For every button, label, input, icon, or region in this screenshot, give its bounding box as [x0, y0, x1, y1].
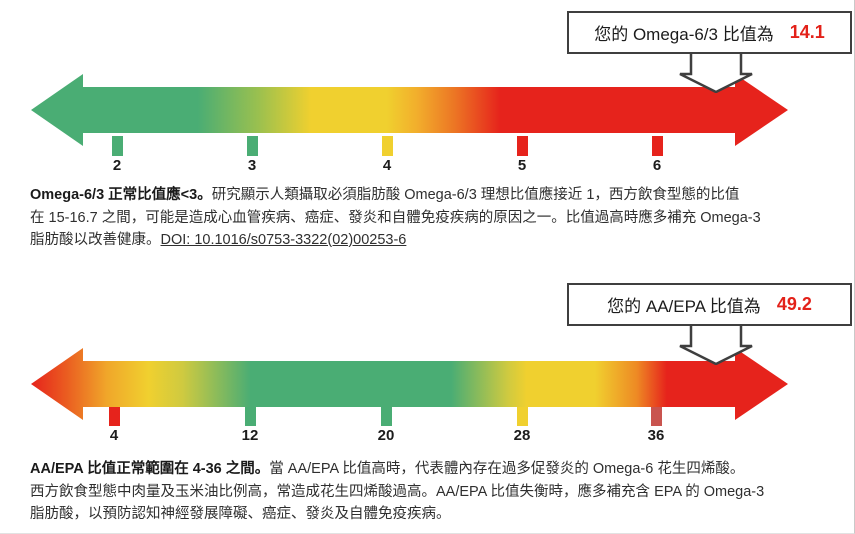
- omega63-tick-label-2: 2: [112, 157, 122, 174]
- aaepa-tick-label-28: 28: [513, 427, 531, 444]
- aaepa-tick-4: [109, 407, 120, 426]
- aaepa-tick-12: [245, 407, 256, 426]
- aaepa-down-pointer-icon: [679, 324, 753, 365]
- aaepa-tick-label-20: 20: [377, 427, 395, 444]
- description-line: 脂肪酸以改善健康。DOI: 10.1016/s0753-3322(02)0025…: [30, 232, 407, 248]
- aaepa-callout-label: 您的 AA/EPA 比值為: [607, 297, 761, 316]
- omega63-tick-label-4: 4: [382, 157, 392, 174]
- omega63-description: Omega-6/3 正常比值應<3。研究顯示人類攝取必須脂肪酸 Omega-6/…: [30, 184, 761, 252]
- omega63-tick-5: [517, 136, 528, 156]
- omega63-tick-label-6: 6: [652, 157, 662, 174]
- aaepa-tick-label-36: 36: [647, 427, 665, 444]
- omega63-tick-2: [112, 136, 123, 156]
- omega63-tick-label-5: 5: [517, 157, 527, 174]
- omega63-tick-3: [247, 136, 258, 156]
- omega63-tick-label-3: 3: [247, 157, 257, 174]
- aaepa-tick-label-4: 4: [109, 427, 119, 444]
- omega63-tick-4: [382, 136, 393, 156]
- aaepa-ratio-value: 49.2: [776, 294, 812, 314]
- aaepa-tick-28: [517, 407, 528, 426]
- description-line: Omega-6/3 正常比值應<3。研究顯示人類攝取必須脂肪酸 Omega-6/…: [30, 187, 740, 203]
- aaepa-result-callout: 您的 AA/EPA 比值為 49.2: [567, 283, 852, 326]
- aaepa-tick-label-12: 12: [241, 427, 259, 444]
- omega63-callout-label: 您的 Omega-6/3 比值為: [594, 25, 774, 44]
- aaepa-description: AA/EPA 比值正常範圍在 4-36 之間。當 AA/EPA 比值高時，代表體…: [30, 458, 764, 526]
- aaepa-tick-36: [651, 407, 662, 426]
- description-line: 脂肪酸，以預防認知神經發展障礙、癌症、發炎及自體免疫疾病。: [30, 506, 451, 522]
- omega63-result-callout: 您的 Omega-6/3 比值為 14.1: [567, 11, 852, 54]
- doi-link[interactable]: DOI: 10.1016/s0753-3322(02)00253-6: [160, 232, 407, 248]
- aaepa-tick-20: [381, 407, 392, 426]
- description-line: 在 15-16.7 之間，可能是造成心血管疾病、癌症、發炎和自體免疫疾病的原因之…: [30, 209, 761, 226]
- omega63-down-pointer-icon: [679, 52, 753, 93]
- omega63-tick-6: [652, 136, 663, 156]
- description-line: AA/EPA 比值正常範圍在 4-36 之間。當 AA/EPA 比值高時，代表體…: [30, 461, 745, 477]
- description-line: 西方飲食型態中肉量及玉米油比例高，常造成花生四烯酸過高。AA/EPA 比值失衡時…: [30, 483, 765, 500]
- omega63-ratio-value: 14.1: [789, 22, 825, 42]
- omega63-gradient-arrow: [31, 74, 788, 146]
- aaepa-gradient-arrow: [31, 348, 788, 420]
